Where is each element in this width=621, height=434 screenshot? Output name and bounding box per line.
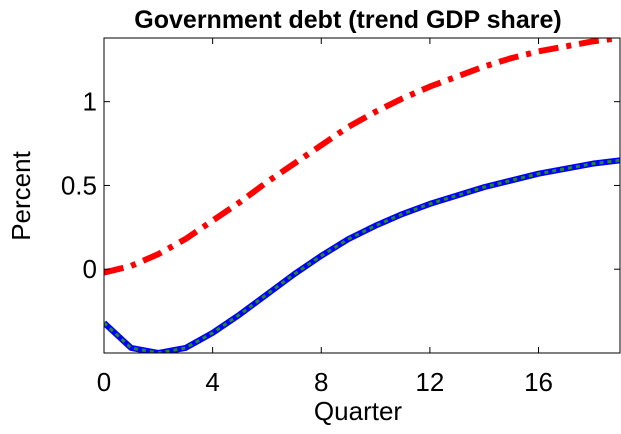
x-tick-label: 8 [314, 367, 328, 397]
x-tick-label: 0 [97, 367, 111, 397]
series-line-red-dashdot [104, 38, 620, 276]
plot-frame [103, 37, 621, 354]
y-tick-label: 1 [83, 87, 97, 117]
x-tick-label: 12 [415, 367, 444, 397]
y-tick-label: 0.5 [61, 170, 97, 200]
series-line-blue-solid [104, 157, 620, 353]
chart-title: Government debt (trend GDP share) [134, 6, 561, 34]
x-axis-label: Quarter [314, 396, 402, 426]
series-line-green-dotted [104, 158, 620, 353]
x-tick-label: 16 [524, 367, 553, 397]
series-layer [104, 38, 620, 353]
x-axis-ticks: 0 4 8 12 16 [97, 38, 553, 397]
x-tick-label: 4 [205, 367, 219, 397]
y-tick-label: 0 [83, 254, 97, 284]
y-axis-ticks: 00.51 [61, 87, 620, 284]
y-axis-label: Percent [6, 150, 36, 240]
